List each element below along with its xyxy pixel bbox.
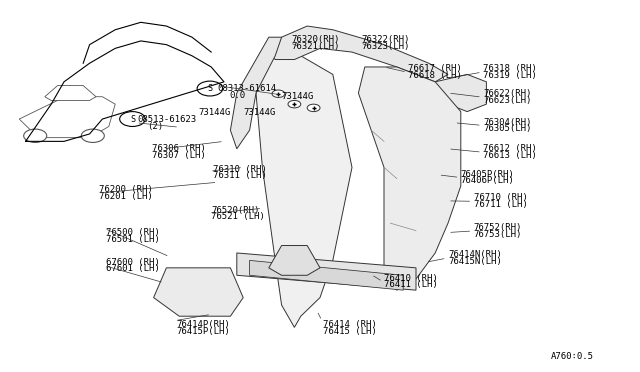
Text: 76411 (LH): 76411 (LH) [384,280,438,289]
Text: 73144G: 73144G [282,92,314,101]
Text: 76414 (RH): 76414 (RH) [323,320,377,329]
Text: 76321(LH): 76321(LH) [291,42,340,51]
Text: 76753(LH): 76753(LH) [474,230,522,239]
Text: 76201 (LH): 76201 (LH) [99,192,153,201]
Text: 76200 (RH): 76200 (RH) [99,185,153,194]
Text: 0.0: 0.0 [229,92,245,100]
Text: 67600 (RH): 67600 (RH) [106,258,159,267]
Text: 76414N(RH): 76414N(RH) [448,250,502,259]
Polygon shape [435,74,486,112]
Text: 73144G: 73144G [243,108,275,117]
Text: 76307 (LH): 76307 (LH) [152,151,205,160]
Text: 76415 (LH): 76415 (LH) [323,327,377,336]
Text: 76501 (LH): 76501 (LH) [106,235,159,244]
Text: 76306 (RH): 76306 (RH) [152,144,205,153]
Polygon shape [45,86,96,100]
Circle shape [120,112,145,126]
Text: 67601 (LH): 67601 (LH) [106,264,159,273]
Text: 76500 (RH): 76500 (RH) [106,228,159,237]
Text: 76613 (LH): 76613 (LH) [483,151,537,160]
Text: 76520(RH): 76520(RH) [211,206,260,215]
Polygon shape [230,37,282,149]
Text: 76320(RH): 76320(RH) [291,35,340,44]
Text: 76318 (RH): 76318 (RH) [483,64,537,73]
Text: 76323(LH): 76323(LH) [362,42,410,51]
Circle shape [307,104,320,112]
Text: 76305(LH): 76305(LH) [483,124,532,133]
Circle shape [197,81,223,96]
Text: 76612 (RH): 76612 (RH) [483,144,537,153]
Text: S: S [130,115,135,124]
Text: 76617 (RH): 76617 (RH) [408,64,462,73]
Text: 76406P(LH): 76406P(LH) [461,176,515,185]
Circle shape [81,129,104,142]
Polygon shape [250,260,403,290]
Text: 76310 (RH): 76310 (RH) [213,165,267,174]
Text: 76311 (LH): 76311 (LH) [213,171,267,180]
Text: 76410 (RH): 76410 (RH) [384,274,438,283]
Polygon shape [237,253,416,290]
Text: 76521 (LH): 76521 (LH) [211,212,265,221]
Text: 76415N(LH): 76415N(LH) [448,257,502,266]
Polygon shape [269,246,320,275]
Text: 76405P(RH): 76405P(RH) [461,170,515,179]
Text: 76322(RH): 76322(RH) [362,35,410,44]
Text: A760∶0.5: A760∶0.5 [550,352,593,361]
Circle shape [272,90,285,97]
Circle shape [288,100,301,108]
Polygon shape [19,97,115,138]
Text: 76414P(RH): 76414P(RH) [176,320,230,329]
Text: 76415P(LH): 76415P(LH) [176,327,230,336]
Polygon shape [256,48,352,327]
Text: 73144G: 73144G [198,108,230,117]
Text: 76319 (LH): 76319 (LH) [483,71,537,80]
Text: 76711 (LH): 76711 (LH) [474,200,527,209]
Text: 76304(RH): 76304(RH) [483,118,532,126]
Text: (2): (2) [147,122,163,131]
Text: 08513-61623: 08513-61623 [138,115,196,124]
Polygon shape [154,268,243,316]
Text: 76752(RH): 76752(RH) [474,223,522,232]
Text: 76710 (RH): 76710 (RH) [474,193,527,202]
Polygon shape [269,26,448,82]
Text: 76622(RH): 76622(RH) [483,89,532,98]
Text: 08313-61614: 08313-61614 [218,84,276,93]
Text: 76618 (LH): 76618 (LH) [408,71,462,80]
Text: S: S [207,84,212,93]
Text: 76623(LH): 76623(LH) [483,96,532,105]
Polygon shape [358,67,461,290]
Circle shape [24,129,47,142]
